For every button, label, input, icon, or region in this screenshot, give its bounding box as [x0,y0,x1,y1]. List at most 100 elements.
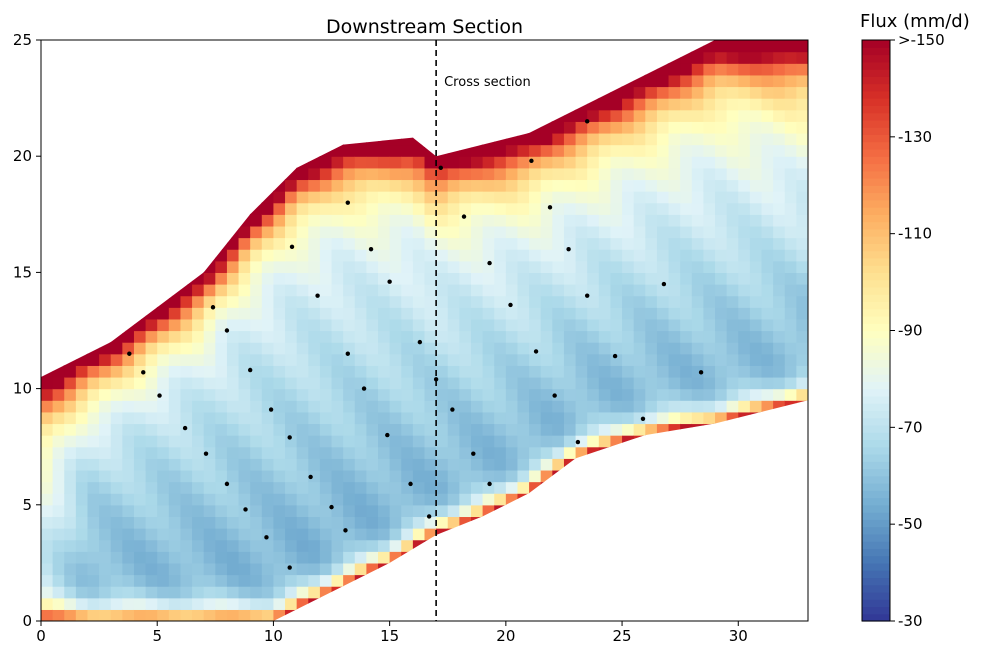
heatmap-cell [575,376,588,390]
heatmap-cell [133,458,147,471]
heatmap-cell [412,481,426,494]
heatmap-cell [773,40,786,53]
heatmap-cell [482,481,495,494]
heatmap-cell [296,202,309,215]
heatmap-cell [99,597,112,610]
heatmap-cell [552,423,565,436]
heatmap-cell [517,144,530,157]
colorbar-segment [862,468,890,477]
heatmap-cell [633,330,646,343]
heatmap-cell [691,330,705,343]
heatmap-cell [563,423,577,436]
heatmap-cell [378,179,391,192]
heatmap-cell [145,481,158,494]
heatmap-cell [250,458,263,471]
heatmap-cell [517,225,530,239]
heatmap-cell [784,86,797,99]
heatmap-cell [192,284,205,297]
cross-section-label: Cross section [444,75,531,90]
measurement-point [329,504,334,510]
heatmap-cell [250,551,263,564]
heatmap-cell [505,365,519,378]
measurement-point [433,377,439,382]
heatmap-cell [552,156,565,169]
heatmap-cell [226,330,240,343]
heatmap-cell [529,307,542,320]
heatmap-cell [75,423,89,436]
heatmap-cell [192,562,205,576]
heatmap-cell [250,586,263,599]
colorbar-segment [862,410,890,419]
heatmap-cell [633,63,646,76]
heatmap-cell [598,388,612,401]
heatmap-cell [378,307,391,320]
heatmap-cell [378,202,391,215]
heatmap-cell [726,400,739,413]
heatmap-cell [494,214,507,227]
heatmap-cell [331,179,344,192]
heatmap-cell [99,551,112,564]
colorbar-segment [862,366,890,375]
heatmap-cell [401,504,414,518]
heatmap-cell [505,237,519,250]
heatmap-cell [773,225,786,239]
heatmap-cell [598,109,612,122]
heatmap-cell [308,342,321,355]
heatmap-cell [470,307,484,320]
heatmap-cell [622,109,635,122]
heatmap-cell [331,586,344,599]
heatmap-cell [749,260,763,273]
heatmap-cell [261,551,275,564]
measurement-point [243,507,248,512]
heatmap-cell [273,609,286,621]
heatmap-cell [610,446,623,459]
heatmap-cell [331,435,344,448]
heatmap-cell [145,388,158,401]
heatmap-cell [540,307,553,320]
heatmap-cell [354,330,367,343]
heatmap-cell [75,411,89,425]
heatmap-cell [691,295,705,308]
heatmap-cell [494,330,507,343]
heatmap-cell [296,469,309,483]
heatmap-cell [389,446,402,459]
heatmap-cell [424,493,437,506]
heatmap-cell [75,586,89,599]
heatmap-cell [87,400,100,413]
heatmap-cell [412,423,426,436]
heatmap-cell [691,63,705,76]
heatmap-cell [598,307,612,320]
heatmap-cell [122,330,135,343]
heatmap-cell [540,109,553,122]
heatmap-cell [378,144,391,157]
heatmap-cell [470,330,484,343]
heatmap-cell [738,260,751,273]
heatmap-cell [215,528,228,541]
heatmap-cell [110,469,123,483]
heatmap-cell [110,388,123,401]
heatmap-cell [622,318,635,332]
heatmap-cell [145,458,158,471]
colorbar-segment [862,381,890,390]
heatmap-cell [563,400,577,413]
heatmap-cell [354,504,367,518]
heatmap-cell [412,225,426,239]
heatmap-cell [505,481,519,494]
heatmap-cell [319,156,333,169]
heatmap-cell [99,516,112,529]
heatmap-cell [529,121,542,134]
heatmap-cell [52,562,65,576]
heatmap-cell [64,539,77,552]
heatmap-cell [389,423,402,436]
heatmap-cell [587,237,600,250]
heatmap-cell [447,446,460,459]
heatmap-cell [482,179,495,192]
y-tick-label: 25 [13,31,32,49]
heatmap-cell [319,214,333,227]
heatmap-cell [401,365,414,378]
heatmap-cell [529,214,542,227]
heatmap-cell [273,586,286,599]
heatmap-cell [610,400,623,413]
colorbar-segment [862,555,890,564]
heatmap-cell [436,144,449,157]
